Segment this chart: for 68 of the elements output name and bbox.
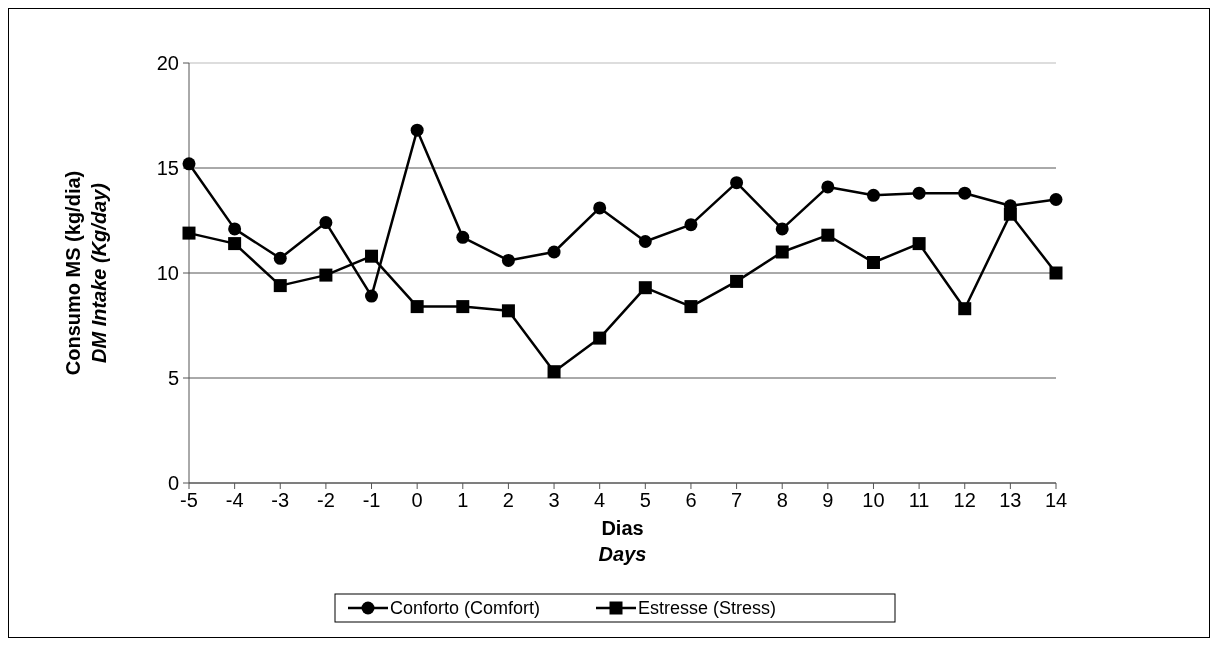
- x-tick-label: -5: [180, 489, 198, 511]
- point: [182, 157, 196, 171]
- x-tick-label: -2: [317, 489, 335, 511]
- point: [456, 300, 470, 314]
- point: [821, 180, 835, 194]
- point: [775, 222, 789, 236]
- legend-label: Conforto (Comfort): [390, 598, 541, 619]
- x-tick-label: 3: [548, 489, 560, 511]
- y-tick-label: 0: [167, 472, 179, 494]
- y-tick-label: 20: [156, 52, 179, 74]
- x-tick-label: 2: [502, 489, 514, 511]
- point: [730, 274, 744, 288]
- x-tick-label: 4: [594, 489, 606, 511]
- x-tick-label: 6: [685, 489, 697, 511]
- x-tick-label: -1: [362, 489, 381, 511]
- x-tick-label: 13: [999, 489, 1022, 511]
- x-tick-label: -4: [225, 489, 244, 511]
- x-tick-label: 8: [776, 489, 788, 511]
- x-tick-label: 0: [411, 489, 423, 511]
- x-tick-label: 14: [1044, 489, 1068, 511]
- legend-label: Estresse (Stress): [638, 598, 777, 619]
- y-tick-label: 15: [156, 157, 179, 179]
- point: [182, 226, 196, 240]
- point: [547, 245, 561, 259]
- point: [866, 256, 880, 269]
- x-tick-label: 7: [731, 489, 743, 511]
- point: [638, 235, 652, 248]
- point: [547, 365, 561, 379]
- point: [319, 216, 333, 230]
- point: [501, 253, 515, 267]
- point: [866, 188, 880, 202]
- point: [684, 300, 698, 314]
- point: [410, 123, 424, 137]
- x-tick-label: 11: [908, 489, 930, 511]
- point: [1003, 207, 1017, 221]
- point: [1049, 193, 1063, 206]
- point: [365, 289, 379, 303]
- x-tick-label: 12: [953, 489, 976, 511]
- point: [228, 222, 242, 236]
- y-tick-label: 5: [167, 367, 179, 389]
- point: [912, 237, 926, 251]
- point: [775, 245, 789, 259]
- x-tick-label: 1: [457, 489, 469, 511]
- point: [684, 218, 698, 232]
- x-axis-title: Dias Days: [598, 517, 647, 565]
- point: [410, 300, 424, 314]
- point: [593, 201, 607, 215]
- y-axis-title: Consumo MS (kg/dia) DM Intake (Kg/day): [62, 170, 110, 376]
- point: [319, 268, 333, 282]
- point: [638, 281, 652, 295]
- point: [593, 331, 607, 345]
- point: [456, 230, 470, 244]
- point: [273, 279, 287, 293]
- point: [730, 176, 744, 190]
- point: [958, 186, 972, 200]
- point: [1049, 266, 1063, 280]
- x-tick-label: -3: [271, 489, 290, 511]
- point: [365, 249, 379, 263]
- point: [958, 302, 972, 316]
- y-tick-label: 10: [156, 262, 179, 284]
- point: [273, 251, 287, 265]
- x-tick-label: 9: [822, 489, 834, 511]
- x-tick-label: 10: [862, 489, 885, 511]
- point: [912, 186, 926, 200]
- point: [228, 237, 242, 251]
- point: [821, 228, 835, 242]
- point: [501, 304, 515, 318]
- x-tick-label: 5: [639, 489, 651, 511]
